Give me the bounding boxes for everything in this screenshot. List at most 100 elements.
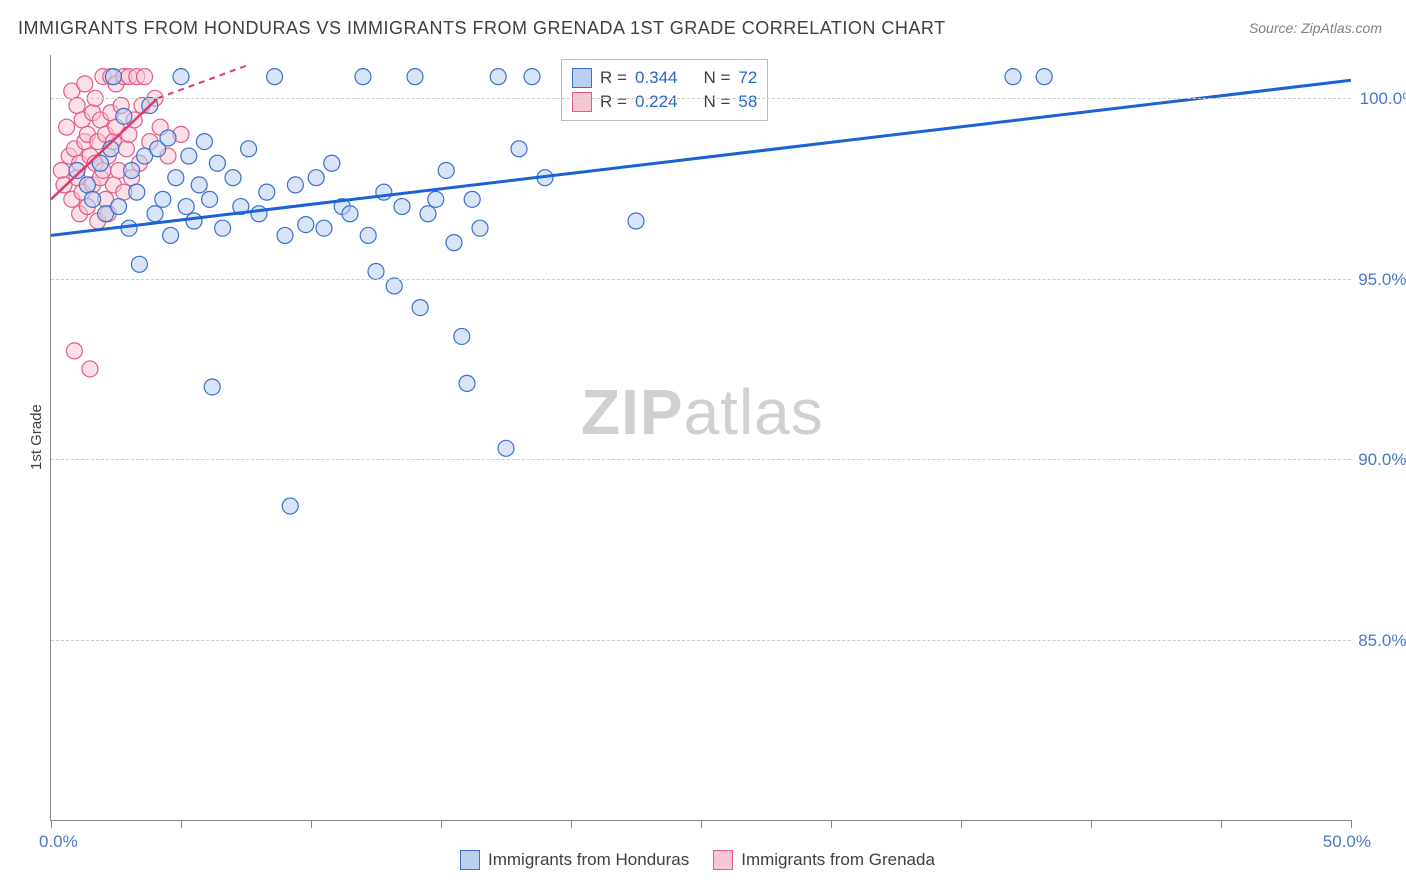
plot-area: ZIPatlas R = 0.344 N = 72 R = 0.224 N = … xyxy=(50,55,1351,821)
data-point xyxy=(464,191,480,207)
data-point xyxy=(225,170,241,186)
data-point xyxy=(155,191,171,207)
data-point xyxy=(191,177,207,193)
x-tick xyxy=(181,820,182,828)
data-point xyxy=(69,98,85,114)
data-point xyxy=(1036,69,1052,85)
data-point xyxy=(82,361,98,377)
data-point xyxy=(251,206,267,222)
n-value-2: 58 xyxy=(738,92,757,112)
data-point xyxy=(111,199,127,215)
n-value-1: 72 xyxy=(738,68,757,88)
data-point xyxy=(498,440,514,456)
data-point xyxy=(316,220,332,236)
data-point xyxy=(241,141,257,157)
bottom-legend-item-2: Immigrants from Grenada xyxy=(713,848,935,872)
x-tick xyxy=(831,820,832,828)
data-point xyxy=(282,498,298,514)
data-point xyxy=(511,141,527,157)
data-point xyxy=(163,227,179,243)
gridline: 100.0% xyxy=(51,98,1351,99)
swatch-series1-bottom xyxy=(460,850,480,870)
data-point xyxy=(308,170,324,186)
data-point xyxy=(209,155,225,171)
x-tick xyxy=(311,820,312,828)
data-point xyxy=(116,108,132,124)
x-axis-min-label: 0.0% xyxy=(39,832,78,852)
data-point xyxy=(324,155,340,171)
data-point xyxy=(368,264,384,280)
data-point xyxy=(259,184,275,200)
data-point xyxy=(77,76,93,92)
data-point xyxy=(360,227,376,243)
data-point xyxy=(628,213,644,229)
bottom-legend-label-1: Immigrants from Honduras xyxy=(488,850,689,870)
data-point xyxy=(173,69,189,85)
data-point xyxy=(394,199,410,215)
data-point xyxy=(129,184,145,200)
data-point xyxy=(355,69,371,85)
data-point xyxy=(420,206,436,222)
r-label-1: R = xyxy=(600,68,627,88)
y-tick-label: 100.0% xyxy=(1360,89,1406,109)
data-point xyxy=(137,69,153,85)
x-tick xyxy=(1091,820,1092,828)
data-point xyxy=(277,227,293,243)
data-point xyxy=(446,235,462,251)
x-axis-max-label: 50.0% xyxy=(1323,832,1371,852)
x-tick xyxy=(571,820,572,828)
data-point xyxy=(438,162,454,178)
data-point xyxy=(147,206,163,222)
data-point xyxy=(85,191,101,207)
x-tick xyxy=(701,820,702,828)
x-tick xyxy=(1351,820,1352,828)
y-tick-label: 85.0% xyxy=(1358,631,1406,651)
data-point xyxy=(407,69,423,85)
bottom-legend: Immigrants from Honduras Immigrants from… xyxy=(460,848,935,872)
data-point xyxy=(186,213,202,229)
chart-svg xyxy=(51,55,1351,820)
data-point xyxy=(121,126,137,142)
gridline: 95.0% xyxy=(51,279,1351,280)
data-point xyxy=(124,162,140,178)
stats-row-2: R = 0.224 N = 58 xyxy=(572,90,757,114)
data-point xyxy=(428,191,444,207)
data-point xyxy=(459,375,475,391)
data-point xyxy=(118,141,134,157)
bottom-legend-item-1: Immigrants from Honduras xyxy=(460,848,689,872)
data-point xyxy=(202,191,218,207)
data-point xyxy=(386,278,402,294)
y-axis-label: 1st Grade xyxy=(28,404,45,470)
swatch-series2-bottom xyxy=(713,850,733,870)
data-point xyxy=(472,220,488,236)
r-value-1: 0.344 xyxy=(635,68,678,88)
swatch-series2 xyxy=(572,92,592,112)
data-point xyxy=(342,206,358,222)
data-point xyxy=(196,134,212,150)
n-label-2: N = xyxy=(703,92,730,112)
data-point xyxy=(215,220,231,236)
r-value-2: 0.224 xyxy=(635,92,678,112)
trendline xyxy=(158,66,246,98)
source-label: Source: ZipAtlas.com xyxy=(1249,20,1382,36)
y-tick-label: 90.0% xyxy=(1358,450,1406,470)
bottom-legend-label-2: Immigrants from Grenada xyxy=(741,850,935,870)
data-point xyxy=(105,69,121,85)
x-tick xyxy=(1221,820,1222,828)
data-point xyxy=(204,379,220,395)
data-point xyxy=(160,130,176,146)
x-tick xyxy=(441,820,442,828)
chart-title: IMMIGRANTS FROM HONDURAS VS IMMIGRANTS F… xyxy=(18,18,946,39)
data-point xyxy=(454,328,470,344)
x-tick xyxy=(961,820,962,828)
gridline: 85.0% xyxy=(51,640,1351,641)
data-point xyxy=(287,177,303,193)
data-point xyxy=(524,69,540,85)
data-point xyxy=(59,119,75,135)
y-tick-label: 95.0% xyxy=(1358,270,1406,290)
data-point xyxy=(490,69,506,85)
data-point xyxy=(178,199,194,215)
swatch-series1 xyxy=(572,68,592,88)
x-tick xyxy=(51,820,52,828)
r-label-2: R = xyxy=(600,92,627,112)
